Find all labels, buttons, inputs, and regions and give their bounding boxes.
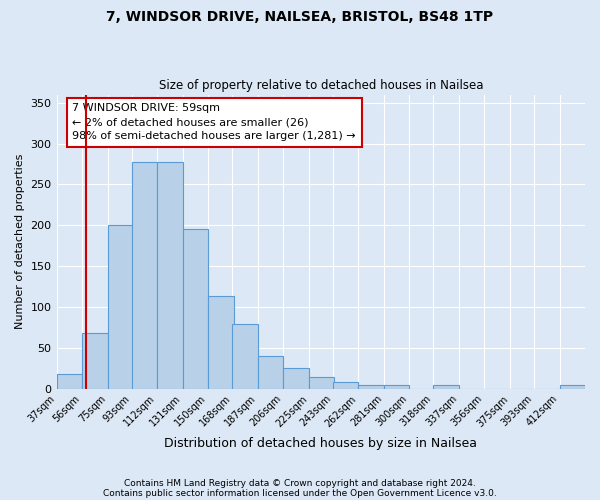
- Bar: [333, 382, 358, 389]
- Bar: [358, 384, 384, 389]
- Bar: [131, 162, 157, 389]
- Text: 7, WINDSOR DRIVE, NAILSEA, BRISTOL, BS48 1TP: 7, WINDSOR DRIVE, NAILSEA, BRISTOL, BS48…: [106, 10, 494, 24]
- Bar: [208, 296, 233, 389]
- Bar: [384, 384, 409, 389]
- Bar: [560, 384, 585, 389]
- Bar: [82, 333, 107, 389]
- Text: 7 WINDSOR DRIVE: 59sqm
← 2% of detached houses are smaller (26)
98% of semi-deta: 7 WINDSOR DRIVE: 59sqm ← 2% of detached …: [73, 104, 356, 142]
- Text: Contains HM Land Registry data © Crown copyright and database right 2024.: Contains HM Land Registry data © Crown c…: [124, 478, 476, 488]
- Bar: [182, 228, 208, 389]
- Bar: [258, 356, 283, 389]
- Bar: [283, 368, 308, 389]
- Title: Size of property relative to detached houses in Nailsea: Size of property relative to detached ho…: [158, 79, 483, 92]
- Y-axis label: Number of detached properties: Number of detached properties: [15, 154, 25, 330]
- Bar: [232, 324, 258, 389]
- Bar: [433, 384, 459, 389]
- Bar: [56, 374, 82, 389]
- Bar: [157, 162, 182, 389]
- Text: Contains public sector information licensed under the Open Government Licence v3: Contains public sector information licen…: [103, 488, 497, 498]
- X-axis label: Distribution of detached houses by size in Nailsea: Distribution of detached houses by size …: [164, 437, 477, 450]
- Bar: [308, 378, 334, 389]
- Bar: [107, 226, 133, 389]
